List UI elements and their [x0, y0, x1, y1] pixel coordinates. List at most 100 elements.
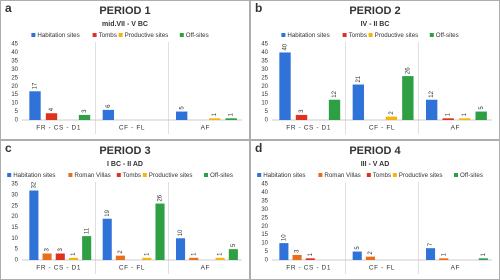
bar [352, 251, 362, 260]
legend-label: Tombs [373, 172, 391, 179]
y-tick-label: 45 [11, 42, 18, 48]
panel-letter: c [5, 141, 12, 155]
y-tick-label: 40 [261, 190, 268, 196]
value-label: 1 [308, 252, 314, 256]
y-tick-label: 45 [261, 182, 268, 188]
value-label: 17 [33, 82, 39, 89]
bar [385, 116, 398, 120]
value-label: 2 [118, 250, 124, 254]
value-label: 1 [71, 252, 77, 256]
y-tick-label: 20 [11, 214, 18, 220]
legend-label: Off-sites [460, 172, 483, 179]
y-tick-label: 10 [261, 241, 268, 247]
y-tick-label: 0 [265, 118, 269, 124]
bar [102, 218, 112, 260]
y-tick-label: 35 [11, 182, 18, 188]
legend-label: Tombs [349, 32, 367, 39]
value-label: 3 [295, 249, 301, 253]
legend-swatch [429, 33, 434, 37]
legend-swatch [116, 173, 121, 177]
y-tick-label: 0 [15, 118, 19, 124]
value-label: 1 [441, 252, 447, 256]
bar [426, 99, 438, 120]
chart-title: PERIOD 4 [349, 145, 401, 157]
value-label: 19 [105, 209, 111, 216]
y-tick-label: 30 [11, 192, 18, 198]
legend-label: Productive sites [399, 172, 443, 179]
panel-letter: d [255, 141, 262, 155]
chart-subtitle: III - V AD [361, 161, 390, 168]
bar [305, 258, 315, 260]
bar [279, 52, 291, 120]
legend-label: Productive sites [149, 172, 193, 179]
bar [176, 238, 186, 260]
bar [142, 257, 152, 260]
bar [402, 76, 414, 120]
legend-label: Roman Villas [74, 172, 110, 179]
value-label: 3 [299, 109, 305, 113]
legend-label: Roman Villas [324, 172, 360, 179]
legend-swatch [257, 173, 262, 177]
value-label: 1 [144, 252, 150, 256]
x-tick-label: CF - FL [119, 125, 145, 132]
legend-swatch [454, 173, 458, 177]
chart-subtitle: IV - II BC [361, 21, 390, 28]
panel-letter: a [5, 1, 12, 15]
legend-swatch [366, 173, 371, 177]
y-tick-label: 15 [11, 92, 18, 98]
bar [328, 99, 341, 120]
legend-label: Tombs [99, 32, 117, 39]
chart-title: PERIOD 2 [349, 5, 400, 17]
bar [29, 190, 39, 260]
bar [45, 113, 58, 120]
bar [176, 111, 188, 120]
legend-label: Off-sites [186, 32, 209, 39]
bar [439, 258, 449, 260]
x-tick-label: AF [451, 125, 461, 132]
panel: c PERIOD 3I BC - II AD05101520253035Habit… [0, 140, 250, 280]
bar [78, 114, 91, 120]
y-tick-label: 30 [11, 67, 18, 73]
x-tick-label: AF [201, 265, 211, 272]
bar [189, 257, 199, 260]
value-label: 26 [405, 67, 411, 74]
y-tick-label: 10 [11, 101, 18, 107]
x-tick-label: CF - FL [369, 125, 395, 132]
legend-swatch [68, 173, 73, 177]
value-label: 3 [58, 247, 64, 251]
value-label: 2 [368, 251, 374, 255]
bar [459, 118, 471, 120]
x-tick-label: FR - CS - D1 [286, 125, 331, 132]
bar [42, 253, 52, 260]
y-tick-label: 15 [11, 225, 18, 231]
value-label: 12 [429, 90, 435, 97]
y-tick-label: 0 [265, 258, 269, 264]
chart-title: PERIOD 3 [99, 145, 150, 157]
value-label: 2 [389, 111, 395, 115]
value-label: 26 [158, 194, 164, 201]
legend-swatch [204, 173, 208, 177]
y-tick-label: 5 [15, 109, 19, 115]
bar [29, 91, 41, 120]
y-tick-label: 20 [261, 224, 268, 230]
y-tick-label: 30 [261, 207, 268, 213]
value-label: 1 [229, 112, 235, 116]
x-tick-label: FR - CS - D1 [36, 265, 81, 272]
legend-label: Habitation sites [13, 172, 55, 179]
bar [442, 118, 454, 120]
y-tick-label: 35 [11, 58, 18, 64]
bar [215, 257, 225, 260]
legend-swatch [342, 33, 347, 37]
legend-swatch [179, 33, 184, 37]
value-label: 21 [356, 75, 362, 82]
value-label: 32 [31, 181, 37, 188]
chart-title: PERIOD 1 [99, 5, 150, 17]
legend-label: Tombs [123, 172, 141, 179]
legend-swatch [392, 173, 397, 177]
value-label: 5 [479, 106, 485, 110]
y-tick-label: 5 [265, 249, 269, 255]
y-tick-label: 5 [15, 247, 19, 253]
legend-swatch [318, 173, 323, 177]
